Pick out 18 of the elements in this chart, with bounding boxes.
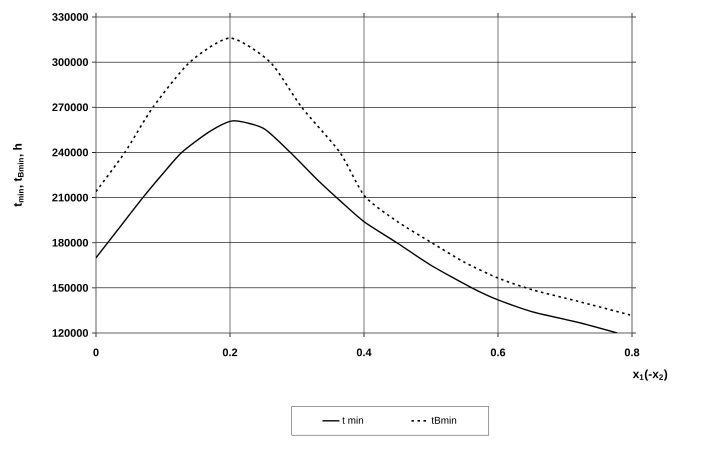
legend-label: t min	[342, 416, 364, 424]
y-tick-label: 240000	[52, 148, 88, 156]
y-tick-label: 300000	[52, 58, 88, 66]
y-tick-label: 210000	[52, 194, 88, 202]
y-axis-title: t$_{min}$, t$_{Bmin}$, h	[13, 144, 24, 207]
y-tick-label: 120000	[52, 329, 88, 337]
x-tick-label: 0.6	[490, 348, 506, 356]
x-tick-label: 0	[93, 348, 99, 356]
x-tick-label: 0.2	[222, 348, 238, 356]
legend-label: tBmin	[431, 416, 456, 424]
y-tick-label: 180000	[52, 238, 88, 247]
y-tick-label: 270000	[52, 103, 88, 112]
line-series	[96, 37, 631, 316]
x-tick-label: 0.4	[356, 348, 372, 356]
y-tick-label: 150000	[52, 284, 88, 292]
x-axis-title: x$_{1}$(-x$_{2}$)	[632, 369, 668, 381]
x-tick-label: 0.8	[624, 348, 640, 356]
y-tick-label: 330000	[52, 13, 88, 21]
